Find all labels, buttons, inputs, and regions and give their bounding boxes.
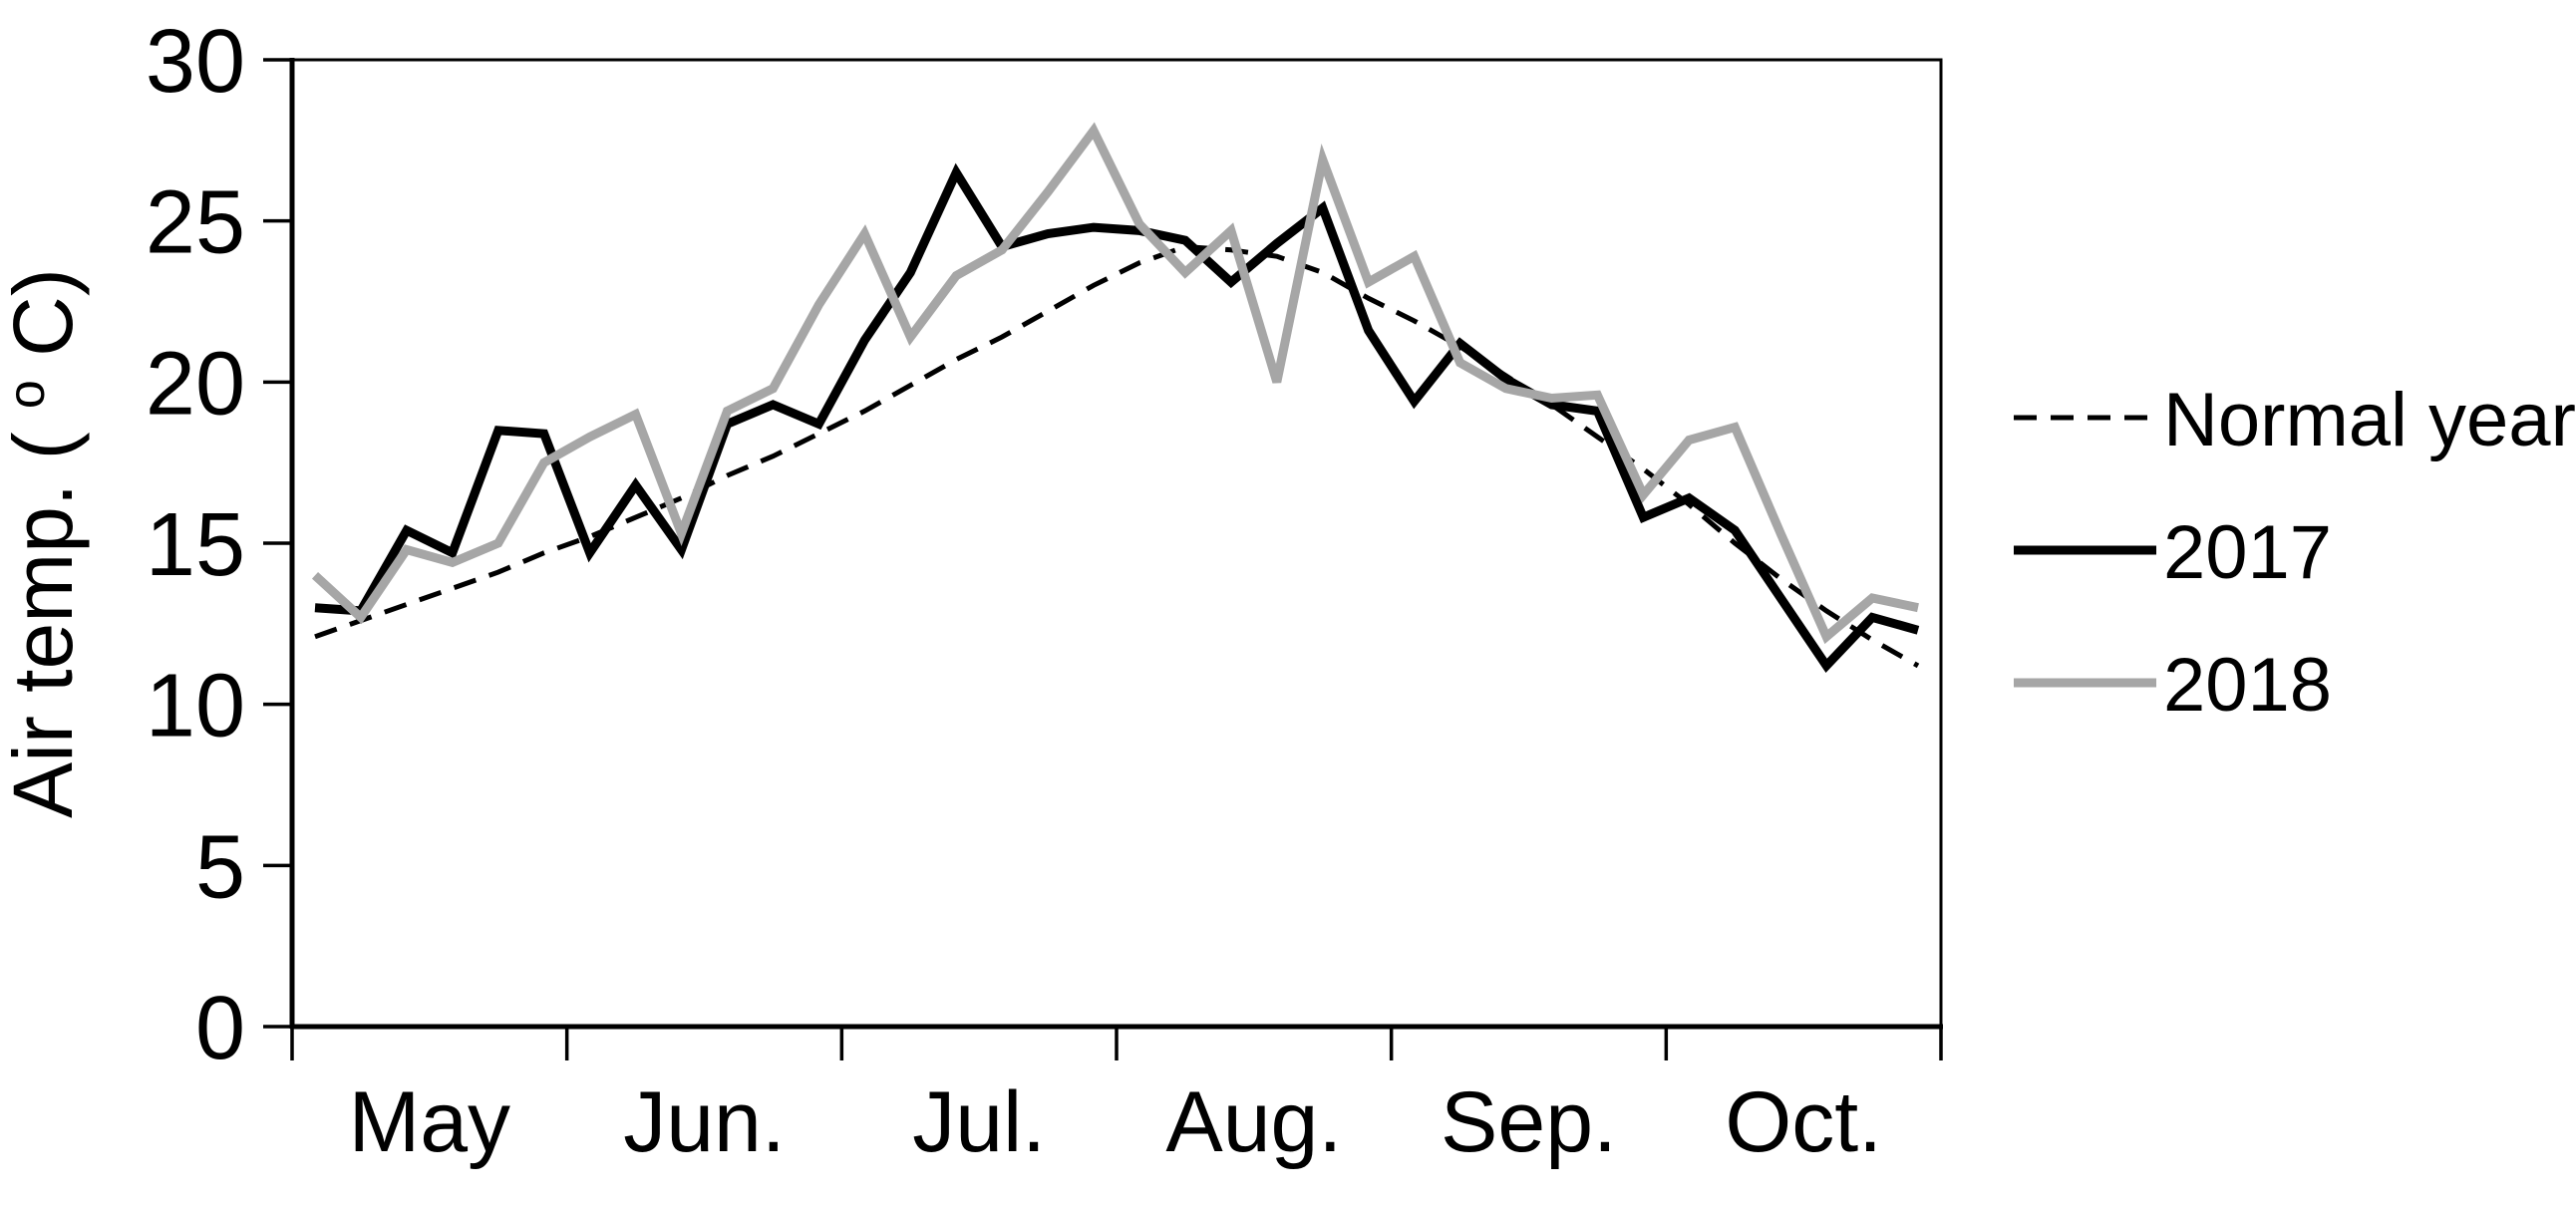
- x-month-label: Jun.: [623, 1074, 786, 1170]
- x-month-label: May: [349, 1074, 510, 1170]
- plot-border: [289, 58, 1943, 1030]
- plot-box-outline: [290, 58, 1943, 1029]
- legend-label-2017: 2017: [2163, 510, 2332, 595]
- y-tick-label: 20: [146, 334, 245, 434]
- line-normal-year: [314, 243, 1920, 669]
- x-axis: May Jun. Jul. Aug. Sep. Oct.: [290, 1027, 1943, 1170]
- y-axis-title-suffix: C): [0, 268, 90, 357]
- x-month-label: Sep.: [1441, 1074, 1617, 1170]
- x-month-label: Jul.: [912, 1074, 1046, 1170]
- y-axis-title-prefix: Air temp. (: [0, 432, 90, 817]
- y-tick-label: 25: [146, 173, 245, 273]
- legend-item-normal-year: Normal year: [2014, 378, 2576, 462]
- legend: Normal year 2017 2018: [2014, 378, 2576, 728]
- series-lines: [311, 122, 1920, 674]
- y-tick-label: 5: [195, 817, 245, 917]
- x-month-label: Oct.: [1725, 1074, 1882, 1170]
- legend-item-2017: 2017: [2014, 510, 2332, 595]
- legend-item-2018: 2018: [2014, 643, 2332, 728]
- y-axis-title-sup: o: [0, 380, 56, 409]
- legend-label-normal-year: Normal year: [2163, 378, 2576, 462]
- y-tick-label: 30: [146, 12, 245, 112]
- y-tick-label: 0: [195, 979, 245, 1078]
- x-month-label: Aug.: [1165, 1074, 1342, 1170]
- y-axis-title: Air temp. ( o C): [0, 268, 90, 818]
- y-axis: 0 5 10 15 20 25 30: [146, 12, 292, 1078]
- legend-label-2018: 2018: [2163, 643, 2332, 728]
- y-tick-label: 15: [146, 495, 245, 595]
- line-2017: [314, 162, 1920, 674]
- line-2018: [311, 122, 1919, 645]
- y-tick-label: 10: [146, 657, 245, 756]
